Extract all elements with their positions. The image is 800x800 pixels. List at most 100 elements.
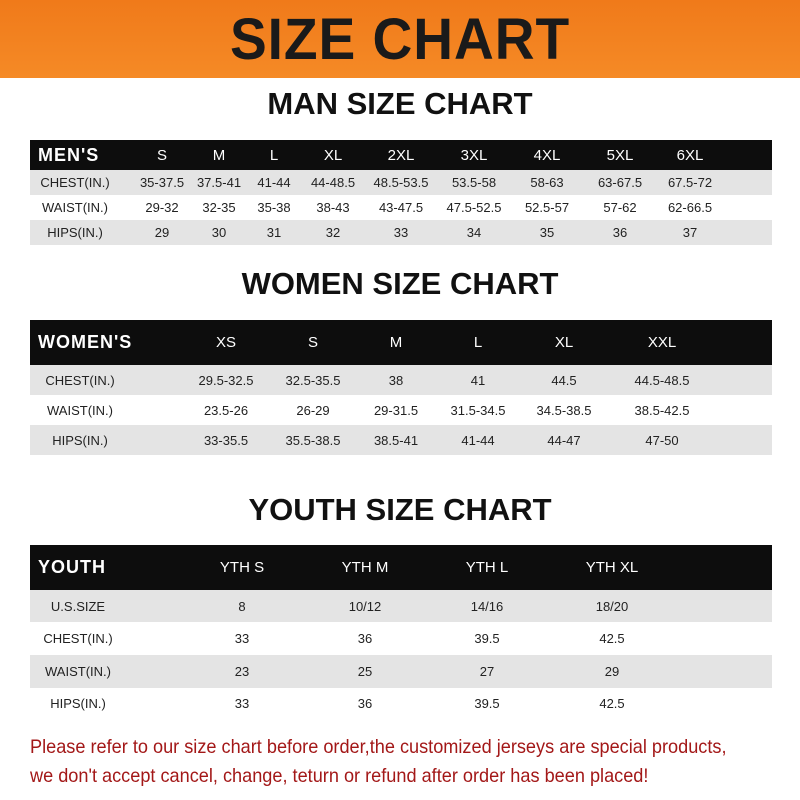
- size-value: 33: [393, 225, 409, 240]
- size-value: 35: [539, 225, 555, 240]
- size-value: 32.5-35.5: [285, 372, 341, 388]
- size-value: 14/16: [470, 598, 504, 614]
- size-value: 57-62: [603, 200, 637, 215]
- size-header: S: [307, 334, 319, 351]
- size-value: 47.5-52.5: [446, 200, 502, 215]
- table-title: YOUTH: [38, 557, 106, 577]
- size-value: 29-32: [145, 200, 179, 215]
- size-value: 31.5-34.5: [450, 402, 506, 418]
- size-value: 36: [357, 631, 373, 646]
- size-header: XL: [554, 334, 574, 351]
- table-row: HIPS(IN.) 29 30 31 32 33 34 35 36 37: [30, 220, 772, 245]
- size-value: 44.5-48.5: [634, 372, 690, 388]
- size-value: 53.5-58: [451, 175, 497, 190]
- size-header: S: [156, 146, 168, 164]
- table-row: WAIST(IN.) 29-32 32-35 35-38 38-43 43-47.5 47.…: [30, 195, 772, 220]
- youth-size-table: YOUTH YTH S YTH M YTH L YTH XL U.S.SIZE 8 10/12…: [30, 545, 772, 718]
- size-value: 10/12: [348, 598, 382, 614]
- size-value: 36: [357, 695, 373, 711]
- women-size-table: WOMEN'S XS S M L XL XXL CHEST(IN.) 29.5-32.5 32.5…: [30, 320, 772, 455]
- table-row: HIPS(IN.) 33-35.5 35.5-38.5 38.5-41 41-44 44-…: [30, 425, 772, 455]
- size-value: 48.5-53.5: [373, 175, 429, 190]
- size-value: 34: [466, 225, 482, 240]
- size-header: YTH M: [341, 559, 389, 576]
- size-value: 23: [234, 664, 250, 679]
- size-value: 33-35.5: [203, 432, 249, 448]
- notice: Please refer to our size chart before or…: [30, 733, 737, 791]
- row-label: HIPS(IN.): [47, 225, 103, 240]
- size-value: 23.5-26: [203, 402, 249, 418]
- table-header-row: YOUTH YTH S YTH M YTH L YTH XL: [30, 545, 772, 590]
- table-row: CHEST(IN.) 35-37.5 37.5-41 41-44 44-48.5 48.5…: [30, 170, 772, 195]
- table-row: CHEST(IN.) 33 36 39.5 42.5: [30, 622, 772, 655]
- size-value: 44-48.5: [310, 175, 356, 190]
- size-value: 44-47: [547, 432, 581, 448]
- row-label: CHEST(IN.): [43, 631, 113, 646]
- size-value: 8: [238, 598, 246, 614]
- page-title: SIZE CHART: [229, 6, 571, 72]
- women-title: WOMEN SIZE CHART: [241, 266, 559, 301]
- table-row: U.S.SIZE 8 10/12 14/16 18/20: [30, 590, 772, 622]
- size-value: 35-38: [257, 200, 291, 215]
- size-header: YTH XL: [585, 559, 639, 576]
- table-title: WOMEN'S: [38, 332, 133, 352]
- size-value: 27: [479, 664, 495, 679]
- row-label: CHEST(IN.): [45, 372, 115, 388]
- size-value: 29.5-32.5: [198, 372, 254, 388]
- size-value: 29-31.5: [373, 402, 419, 418]
- size-value: 47-50: [645, 432, 679, 448]
- size-value: 32-35: [202, 200, 236, 215]
- size-value: 38: [388, 372, 404, 388]
- men-title: MAN SIZE CHART: [267, 86, 533, 121]
- row-label: WAIST(IN.): [47, 402, 113, 418]
- notice-line: we don't accept cancel, change, teturn o…: [30, 765, 649, 787]
- row-label: HIPS(IN.): [52, 432, 108, 448]
- table-row: CHEST(IN.) 29.5-32.5 32.5-35.5 38 41 44.5 44.5…: [30, 365, 772, 395]
- table-title: MEN'S: [38, 144, 100, 165]
- size-value: 35.5-38.5: [285, 432, 341, 448]
- table-header-row: MEN'S S M L XL 2XL 3XL 4XL 5XL 6XL: [30, 140, 772, 170]
- size-value: 37.5-41: [196, 175, 242, 190]
- size-header: 5XL: [606, 146, 634, 164]
- size-value: 52.5-57: [524, 200, 570, 215]
- row-label: U.S.SIZE: [50, 598, 106, 614]
- size-header: L: [269, 146, 279, 164]
- size-value: 39.5: [474, 631, 500, 646]
- size-header: XS: [215, 334, 237, 351]
- notice-line: Please refer to our size chart before or…: [30, 736, 727, 758]
- row-label: CHEST(IN.): [40, 175, 110, 190]
- table-header-row: WOMEN'S XS S M L XL XXL: [30, 320, 772, 365]
- size-header: XXL: [647, 334, 677, 351]
- size-value: 44.5: [551, 372, 577, 388]
- size-header: M: [212, 146, 226, 164]
- size-value: 34.5-38.5: [536, 402, 592, 418]
- row-label: WAIST(IN.): [45, 664, 111, 679]
- size-value: 37: [682, 225, 698, 240]
- table-row: WAIST(IN.) 23 25 27 29: [30, 655, 772, 688]
- table-row: WAIST(IN.) 23.5-26 26-29 29-31.5 31.5-34.5 34…: [30, 395, 772, 425]
- size-value: 30: [211, 225, 227, 240]
- size-value: 67.5-72: [667, 175, 713, 190]
- size-header: 2XL: [387, 146, 415, 164]
- size-value: 32: [325, 225, 341, 240]
- size-value: 58-63: [530, 175, 564, 190]
- size-value: 35-37.5: [139, 175, 185, 190]
- row-label: WAIST(IN.): [42, 200, 108, 215]
- size-value: 43-47.5: [378, 200, 424, 215]
- size-value: 41: [470, 372, 486, 388]
- size-header: 4XL: [533, 146, 561, 164]
- size-value: 38-43: [316, 200, 350, 215]
- size-value: 18/20: [595, 598, 629, 614]
- size-header: 6XL: [676, 146, 704, 164]
- size-value: 38.5-41: [373, 432, 419, 448]
- banner: SIZE CHART: [0, 0, 800, 78]
- size-value: 41-44: [257, 175, 291, 190]
- size-value: 39.5: [474, 695, 500, 711]
- size-value: 42.5: [599, 695, 625, 711]
- size-value: 42.5: [599, 631, 625, 646]
- size-value: 29: [604, 664, 620, 679]
- size-header: YTH L: [465, 559, 509, 576]
- youth-title: YOUTH SIZE CHART: [248, 492, 552, 527]
- table-row: HIPS(IN.) 33 36 39.5 42.5: [30, 688, 772, 718]
- size-value: 38.5-42.5: [634, 402, 690, 418]
